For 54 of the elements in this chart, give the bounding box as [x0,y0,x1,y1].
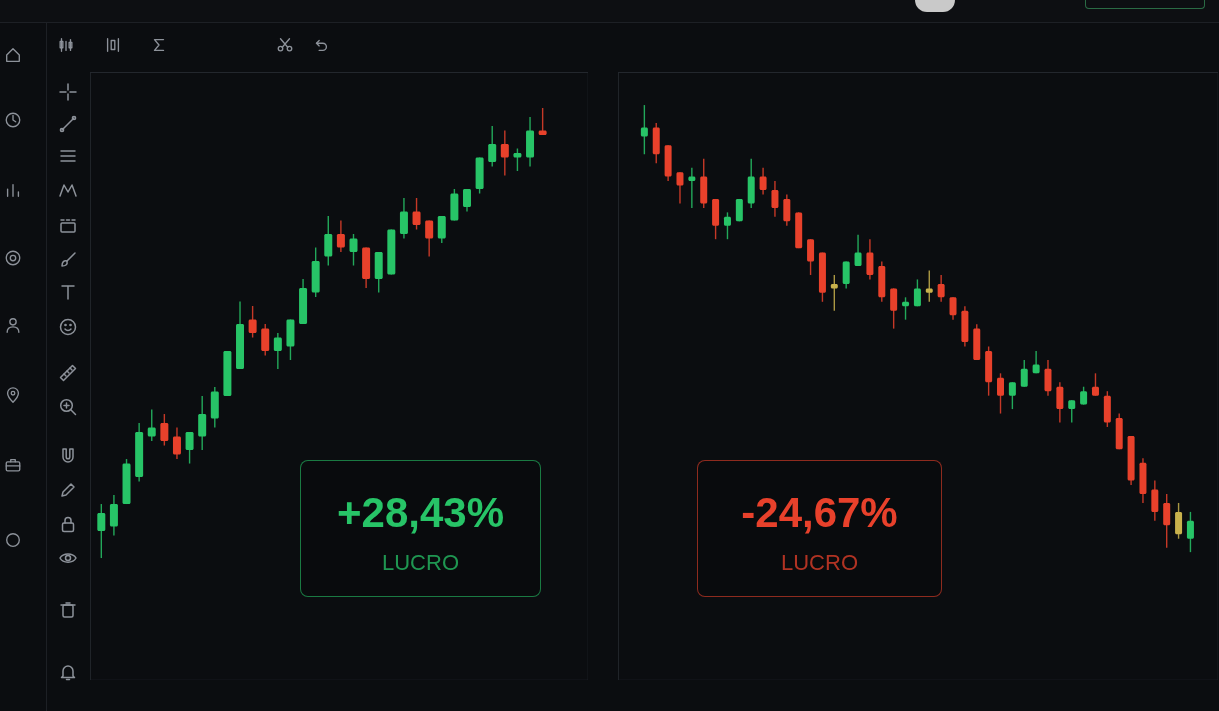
candlestick [399,197,408,240]
annotation: LUCRO [780,550,859,576]
candlestick [997,372,1005,415]
candlestick [771,180,779,218]
candlestick [425,219,434,258]
candlestick [1186,511,1194,553]
candlestick [937,274,945,303]
candlestick [902,296,910,321]
candlestick [1044,359,1052,397]
candlestick [1008,381,1016,410]
candlestick [1175,502,1183,540]
candlestick [830,274,838,312]
annotation: -24,67% [740,488,899,538]
candlestick [783,193,791,227]
candlestick [890,287,898,330]
candlestick [324,215,333,267]
candlestick [437,215,446,244]
candlestick [688,166,696,209]
candlestick [160,413,169,447]
annotation: +28,43% [336,488,505,538]
candlestick [1068,399,1076,424]
candlestick [723,211,731,240]
candlestick [913,278,921,307]
annotation: LUCRO [381,550,460,576]
candlestick [1020,359,1028,388]
candlestick [273,332,282,370]
candlestick [854,234,862,267]
candlestick [759,166,767,196]
candlestick [147,408,156,442]
candlestick [1163,493,1171,549]
candlestick [349,233,358,267]
candlestick [513,147,522,172]
candlestick [462,188,471,213]
candlestick [949,296,957,321]
candlestick [248,305,257,339]
candlestick [1091,372,1099,397]
candlestick [807,238,815,276]
candlestick [866,238,874,281]
candlestick [842,260,850,290]
candlestick [198,395,207,451]
candlestick [676,171,684,205]
candlestick [925,269,933,303]
candlestick [109,494,118,537]
candlestick [185,431,194,465]
candlestick [261,323,270,357]
candlestick [412,197,421,231]
candlestick [336,219,345,253]
candlestick [500,129,509,177]
candlestick [640,104,648,155]
candlestick [1056,381,1064,424]
candlestick [97,503,106,559]
candlestick [172,426,181,460]
candlestick [488,125,497,168]
candlestick [1151,479,1159,522]
